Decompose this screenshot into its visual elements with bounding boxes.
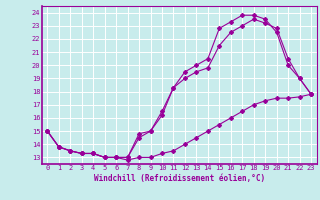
X-axis label: Windchill (Refroidissement éolien,°C): Windchill (Refroidissement éolien,°C) xyxy=(94,174,265,183)
